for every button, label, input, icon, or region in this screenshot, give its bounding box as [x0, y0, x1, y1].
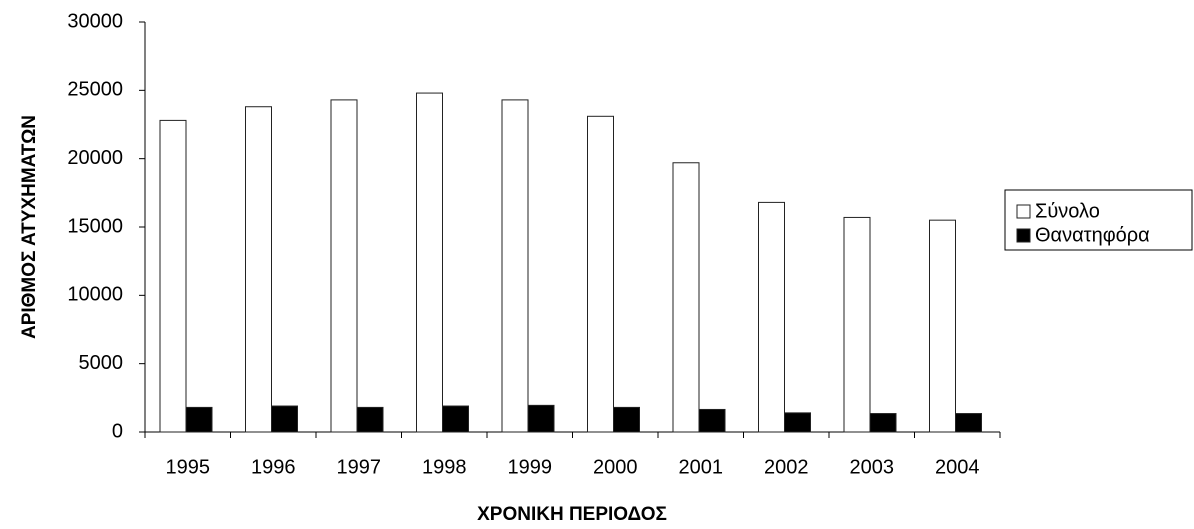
- bar: [698, 408, 726, 433]
- bar: [758, 201, 785, 433]
- x-tick-label: 1999: [508, 456, 553, 478]
- bar: [784, 412, 811, 433]
- bar: [527, 404, 555, 433]
- x-tick-label: 1996: [251, 456, 296, 478]
- bar: [869, 413, 897, 433]
- legend-label: Σύνολο: [1035, 200, 1100, 222]
- bar: [330, 99, 358, 433]
- bar: [929, 219, 956, 433]
- bar: [672, 162, 700, 433]
- legend-box: [1004, 189, 1193, 251]
- x-tick-label: 2004: [935, 456, 980, 478]
- y-tick-label: 20000: [67, 147, 123, 169]
- y-tick-label: 5000: [79, 352, 124, 374]
- y-tick-label: 0: [112, 420, 123, 442]
- bar: [955, 413, 982, 433]
- x-axis-title: ΧΡΟΝΙΚΗ ΠΕΡΙΟΔΟΣ: [477, 504, 667, 525]
- y-tick-label: 10000: [67, 284, 123, 306]
- x-tick-label: 1998: [422, 456, 467, 478]
- x-tick-label: 2002: [764, 456, 809, 478]
- bar: [416, 92, 443, 433]
- bar: [613, 406, 640, 433]
- x-tick-label: 2000: [593, 456, 638, 478]
- y-tick-label: 15000: [67, 215, 123, 237]
- legend-label: Θανατηφόρα: [1035, 224, 1150, 246]
- bar: [843, 216, 871, 433]
- bar: [356, 406, 384, 433]
- x-tick-label: 2003: [850, 456, 895, 478]
- x-tick-label: 2001: [679, 456, 724, 478]
- legend-swatch: [1016, 228, 1031, 243]
- x-tick-label: 1995: [166, 456, 211, 478]
- bar: [159, 119, 187, 433]
- legend-swatch: [1016, 204, 1031, 219]
- bar: [271, 405, 298, 433]
- bar: [587, 115, 614, 433]
- bar: [442, 405, 469, 433]
- y-tick-label: 30000: [67, 10, 123, 32]
- bar: [245, 106, 272, 433]
- x-tick-label: 1997: [337, 456, 382, 478]
- bar: [185, 406, 213, 433]
- y-tick-label: 25000: [67, 79, 123, 101]
- bar: [501, 99, 529, 433]
- y-axis-title: ΑΡΙΘΜΟΣ ΑΤΥΧΗΜΑΤΩΝ: [19, 115, 40, 339]
